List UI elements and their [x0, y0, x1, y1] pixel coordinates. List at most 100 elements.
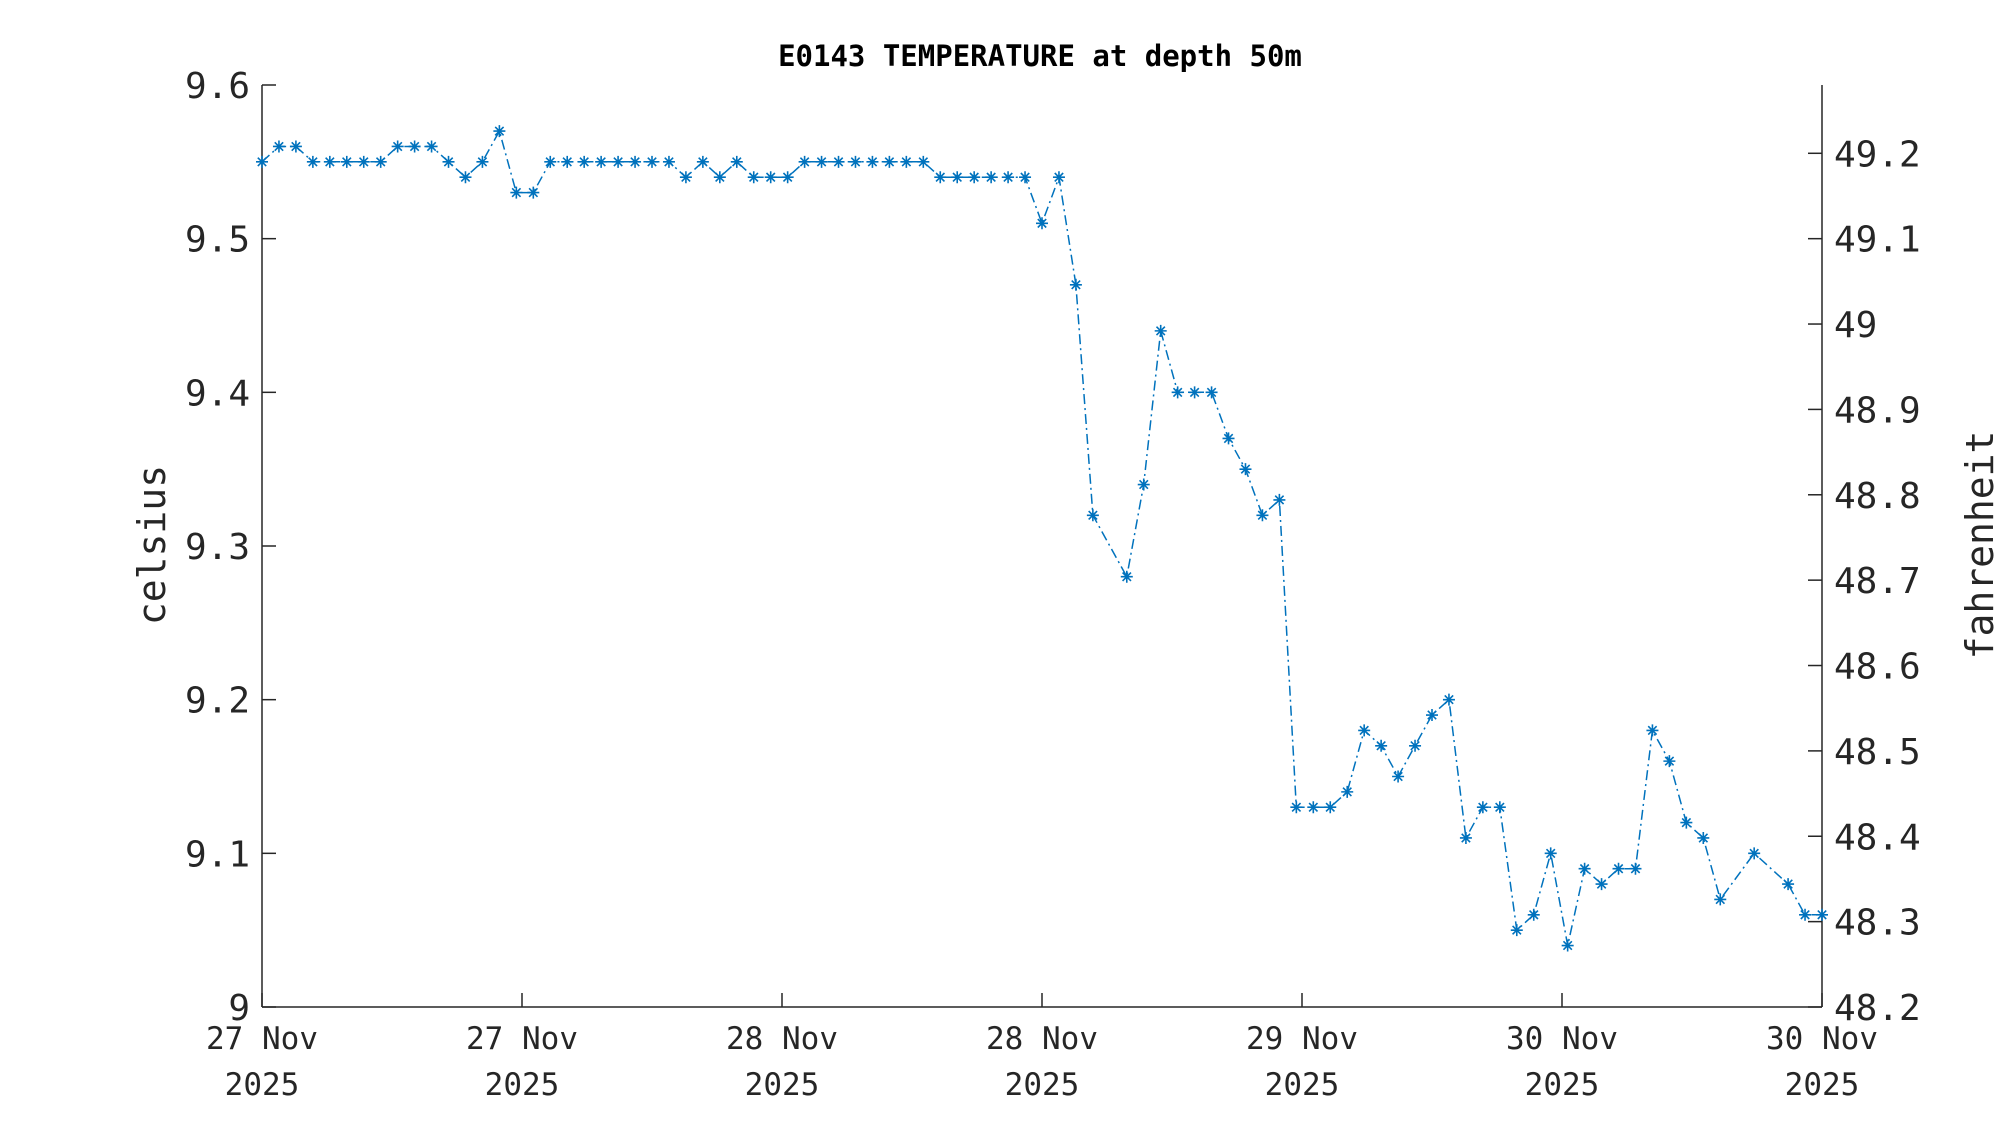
data-point-marker [1290, 801, 1303, 814]
data-point-marker [374, 155, 387, 168]
y2-tick-label: 48.9 [1834, 390, 1921, 431]
data-point-marker [1799, 908, 1812, 921]
data-point-marker [357, 155, 370, 168]
x-tick-label-date: 28 Nov [726, 1021, 838, 1057]
data-point-marker [476, 155, 489, 168]
data-point-marker [1748, 847, 1761, 860]
data-point-marker [696, 155, 709, 168]
data-point-marker [459, 171, 472, 184]
x-tick-label-date: 28 Nov [986, 1021, 1098, 1057]
data-point-marker [1307, 801, 1320, 814]
y2-tick-label: 49 [1834, 305, 1877, 346]
x-tick-label-year: 2025 [225, 1067, 300, 1103]
x-tick-label-date: 29 Nov [1246, 1021, 1358, 1057]
x-tick-label-year: 2025 [1005, 1067, 1080, 1103]
data-point-marker [1595, 878, 1608, 891]
data-point-marker [985, 171, 998, 184]
data-point-marker [1239, 463, 1252, 476]
data-point-marker [883, 155, 896, 168]
data-point-marker [629, 155, 642, 168]
data-point-marker [595, 155, 608, 168]
data-point-marker [408, 140, 421, 153]
data-point-marker [1171, 386, 1184, 399]
x-tick-label-year: 2025 [1265, 1067, 1340, 1103]
data-point-marker [866, 155, 879, 168]
data-point-marker [612, 155, 625, 168]
x-tick-label-date: 27 Nov [466, 1021, 578, 1057]
data-point-marker [781, 171, 794, 184]
data-point-marker [1663, 755, 1676, 768]
data-point-marker [747, 171, 760, 184]
data-point-marker [1205, 386, 1218, 399]
data-point-marker [1612, 862, 1625, 875]
data-point-marker [968, 171, 981, 184]
data-point-marker [1019, 171, 1032, 184]
data-point-marker [662, 155, 675, 168]
data-point-marker [1426, 709, 1438, 722]
chart-title: E0143 TEMPERATURE at depth 50m [778, 39, 1302, 73]
x-tick-label-date: 27 Nov [206, 1021, 318, 1057]
data-point-marker [1646, 724, 1659, 737]
data-point-marker [527, 186, 540, 199]
y2-axis-label-fahrenheit: fahrenheit [1958, 431, 2000, 660]
data-point-marker [1578, 862, 1591, 875]
data-point-marker [1137, 478, 1150, 491]
y2-tick-label: 48.3 [1834, 903, 1921, 944]
data-point-marker [272, 140, 285, 153]
data-point-marker [1324, 801, 1337, 814]
data-point-marker [1544, 847, 1557, 860]
data-point-marker [900, 155, 913, 168]
data-point-marker [1358, 724, 1371, 737]
data-point-marker [1816, 908, 1828, 921]
y2-tick-label: 48.8 [1834, 476, 1921, 517]
data-point-marker [1510, 924, 1523, 937]
y2-tick-label: 49.1 [1834, 220, 1921, 261]
data-point-marker [323, 155, 336, 168]
data-point-marker [578, 155, 591, 168]
y-tick-label: 9.2 [185, 681, 250, 722]
data-point-marker [1341, 785, 1354, 798]
data-point-marker [544, 155, 557, 168]
data-point-marker [1375, 739, 1388, 752]
data-point-marker [1493, 801, 1506, 814]
data-point-marker [425, 140, 438, 153]
data-point-marker [849, 155, 862, 168]
data-point-marker [1629, 862, 1642, 875]
y2-tick-label: 48.2 [1834, 988, 1921, 1029]
x-tick-label-year: 2025 [745, 1067, 820, 1103]
data-point-marker [306, 155, 319, 168]
data-point-marker [1459, 831, 1472, 844]
data-point-marker [934, 171, 947, 184]
data-point-marker [1697, 831, 1710, 844]
data-point-marker [1527, 908, 1540, 921]
temperature-series-line [261, 129, 1822, 946]
y2-tick-label: 48.7 [1834, 561, 1921, 602]
data-point-marker [798, 155, 811, 168]
data-point-marker [1069, 278, 1082, 291]
data-point-marker [1222, 432, 1235, 445]
data-point-marker [713, 171, 726, 184]
x-tick-label-year: 2025 [485, 1067, 560, 1103]
data-point-marker [1002, 171, 1015, 184]
data-point-marker [561, 155, 574, 168]
data-point-marker [510, 186, 523, 199]
series-layer [256, 125, 1828, 952]
x-tick-label-year: 2025 [1785, 1067, 1860, 1103]
data-point-marker [256, 155, 268, 168]
data-point-marker [442, 155, 455, 168]
data-point-marker [679, 171, 692, 184]
y-tick-label: 9 [228, 988, 250, 1029]
x-tick-label-date: 30 Nov [1506, 1021, 1618, 1057]
data-point-marker [1442, 693, 1455, 706]
data-point-marker [1273, 493, 1286, 506]
data-point-marker [1086, 509, 1099, 522]
data-point-marker [1036, 217, 1048, 230]
data-point-marker [832, 155, 845, 168]
y-tick-label: 9.3 [185, 527, 250, 568]
data-point-marker [391, 140, 404, 153]
x-tick-label-date: 30 Nov [1766, 1021, 1878, 1057]
data-point-marker [646, 155, 658, 168]
data-point-marker [1476, 801, 1489, 814]
